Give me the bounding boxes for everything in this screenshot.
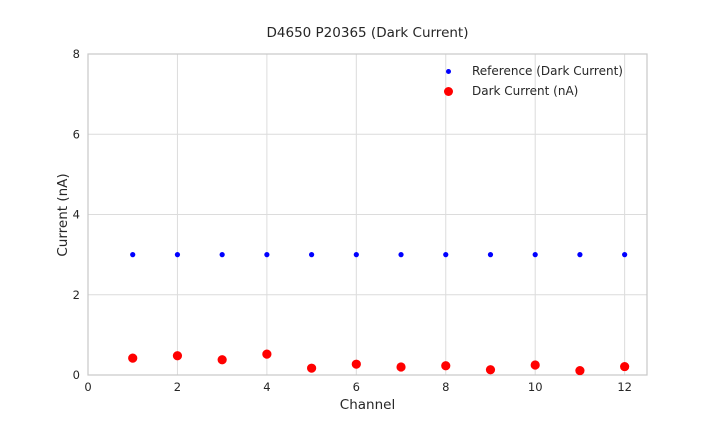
y-axis-label: Current (nA): [55, 173, 71, 257]
data-point-series-1: [217, 355, 227, 365]
y-tick-label: 0: [73, 368, 80, 382]
data-point-series-0: [532, 252, 538, 258]
chart-title: D4650 P20365 (Dark Current): [266, 25, 469, 41]
x-tick-label: 10: [528, 380, 543, 394]
plot-border: [87, 53, 648, 376]
x-tick-label: 12: [617, 380, 632, 394]
x-tick-label: 2: [174, 380, 181, 394]
legend-item-dark-current: Dark Current (nA): [438, 81, 623, 101]
reference-marker-column: [438, 68, 458, 74]
data-point-series-0: [174, 252, 181, 258]
data-point-series-0: [219, 252, 225, 258]
y-tick-label: 2: [73, 288, 80, 302]
legend-label-reference: Reference (Dark Current): [472, 64, 623, 78]
data-point-series-0: [264, 252, 270, 258]
data-point-series-1: [441, 361, 451, 371]
legend-item-reference: Reference (Dark Current): [438, 61, 623, 81]
legend-label-dark-current: Dark Current (nA): [472, 84, 579, 98]
x-tick-label: 8: [442, 380, 449, 394]
data-point-series-1: [172, 351, 183, 361]
dark-current-marker-icon: [443, 86, 453, 96]
reference-marker-icon: [445, 68, 451, 74]
data-point-series-1: [620, 361, 630, 372]
data-point-series-1: [128, 353, 138, 363]
data-point-series-1: [530, 360, 540, 370]
data-point-series-0: [487, 252, 494, 258]
data-point-series-1: [262, 349, 272, 359]
x-tick-label: 4: [263, 380, 270, 394]
x-axis-label: Channel: [339, 397, 396, 413]
y-tick-label: 6: [73, 127, 80, 141]
legend: Reference (Dark Current) Dark Current (n…: [438, 61, 623, 101]
data-point-series-0: [622, 252, 628, 258]
data-point-series-0: [577, 252, 583, 258]
data-point-series-1: [307, 363, 317, 373]
dark-current-marker-column: [438, 86, 458, 96]
data-point-series-1: [575, 365, 585, 376]
data-point-series-1: [396, 362, 406, 372]
x-tick-label: 0: [84, 380, 91, 394]
data-point-series-0: [398, 252, 404, 258]
data-point-series-0: [309, 252, 315, 258]
x-tick-label: 6: [353, 380, 360, 394]
data-point-series-0: [353, 252, 359, 258]
data-point-series-1: [485, 365, 496, 375]
data-point-series-0: [130, 252, 136, 258]
y-tick-label: 4: [73, 208, 80, 222]
y-tick-label: 8: [73, 47, 80, 61]
data-point-series-1: [351, 359, 361, 369]
data-point-series-0: [443, 252, 449, 258]
